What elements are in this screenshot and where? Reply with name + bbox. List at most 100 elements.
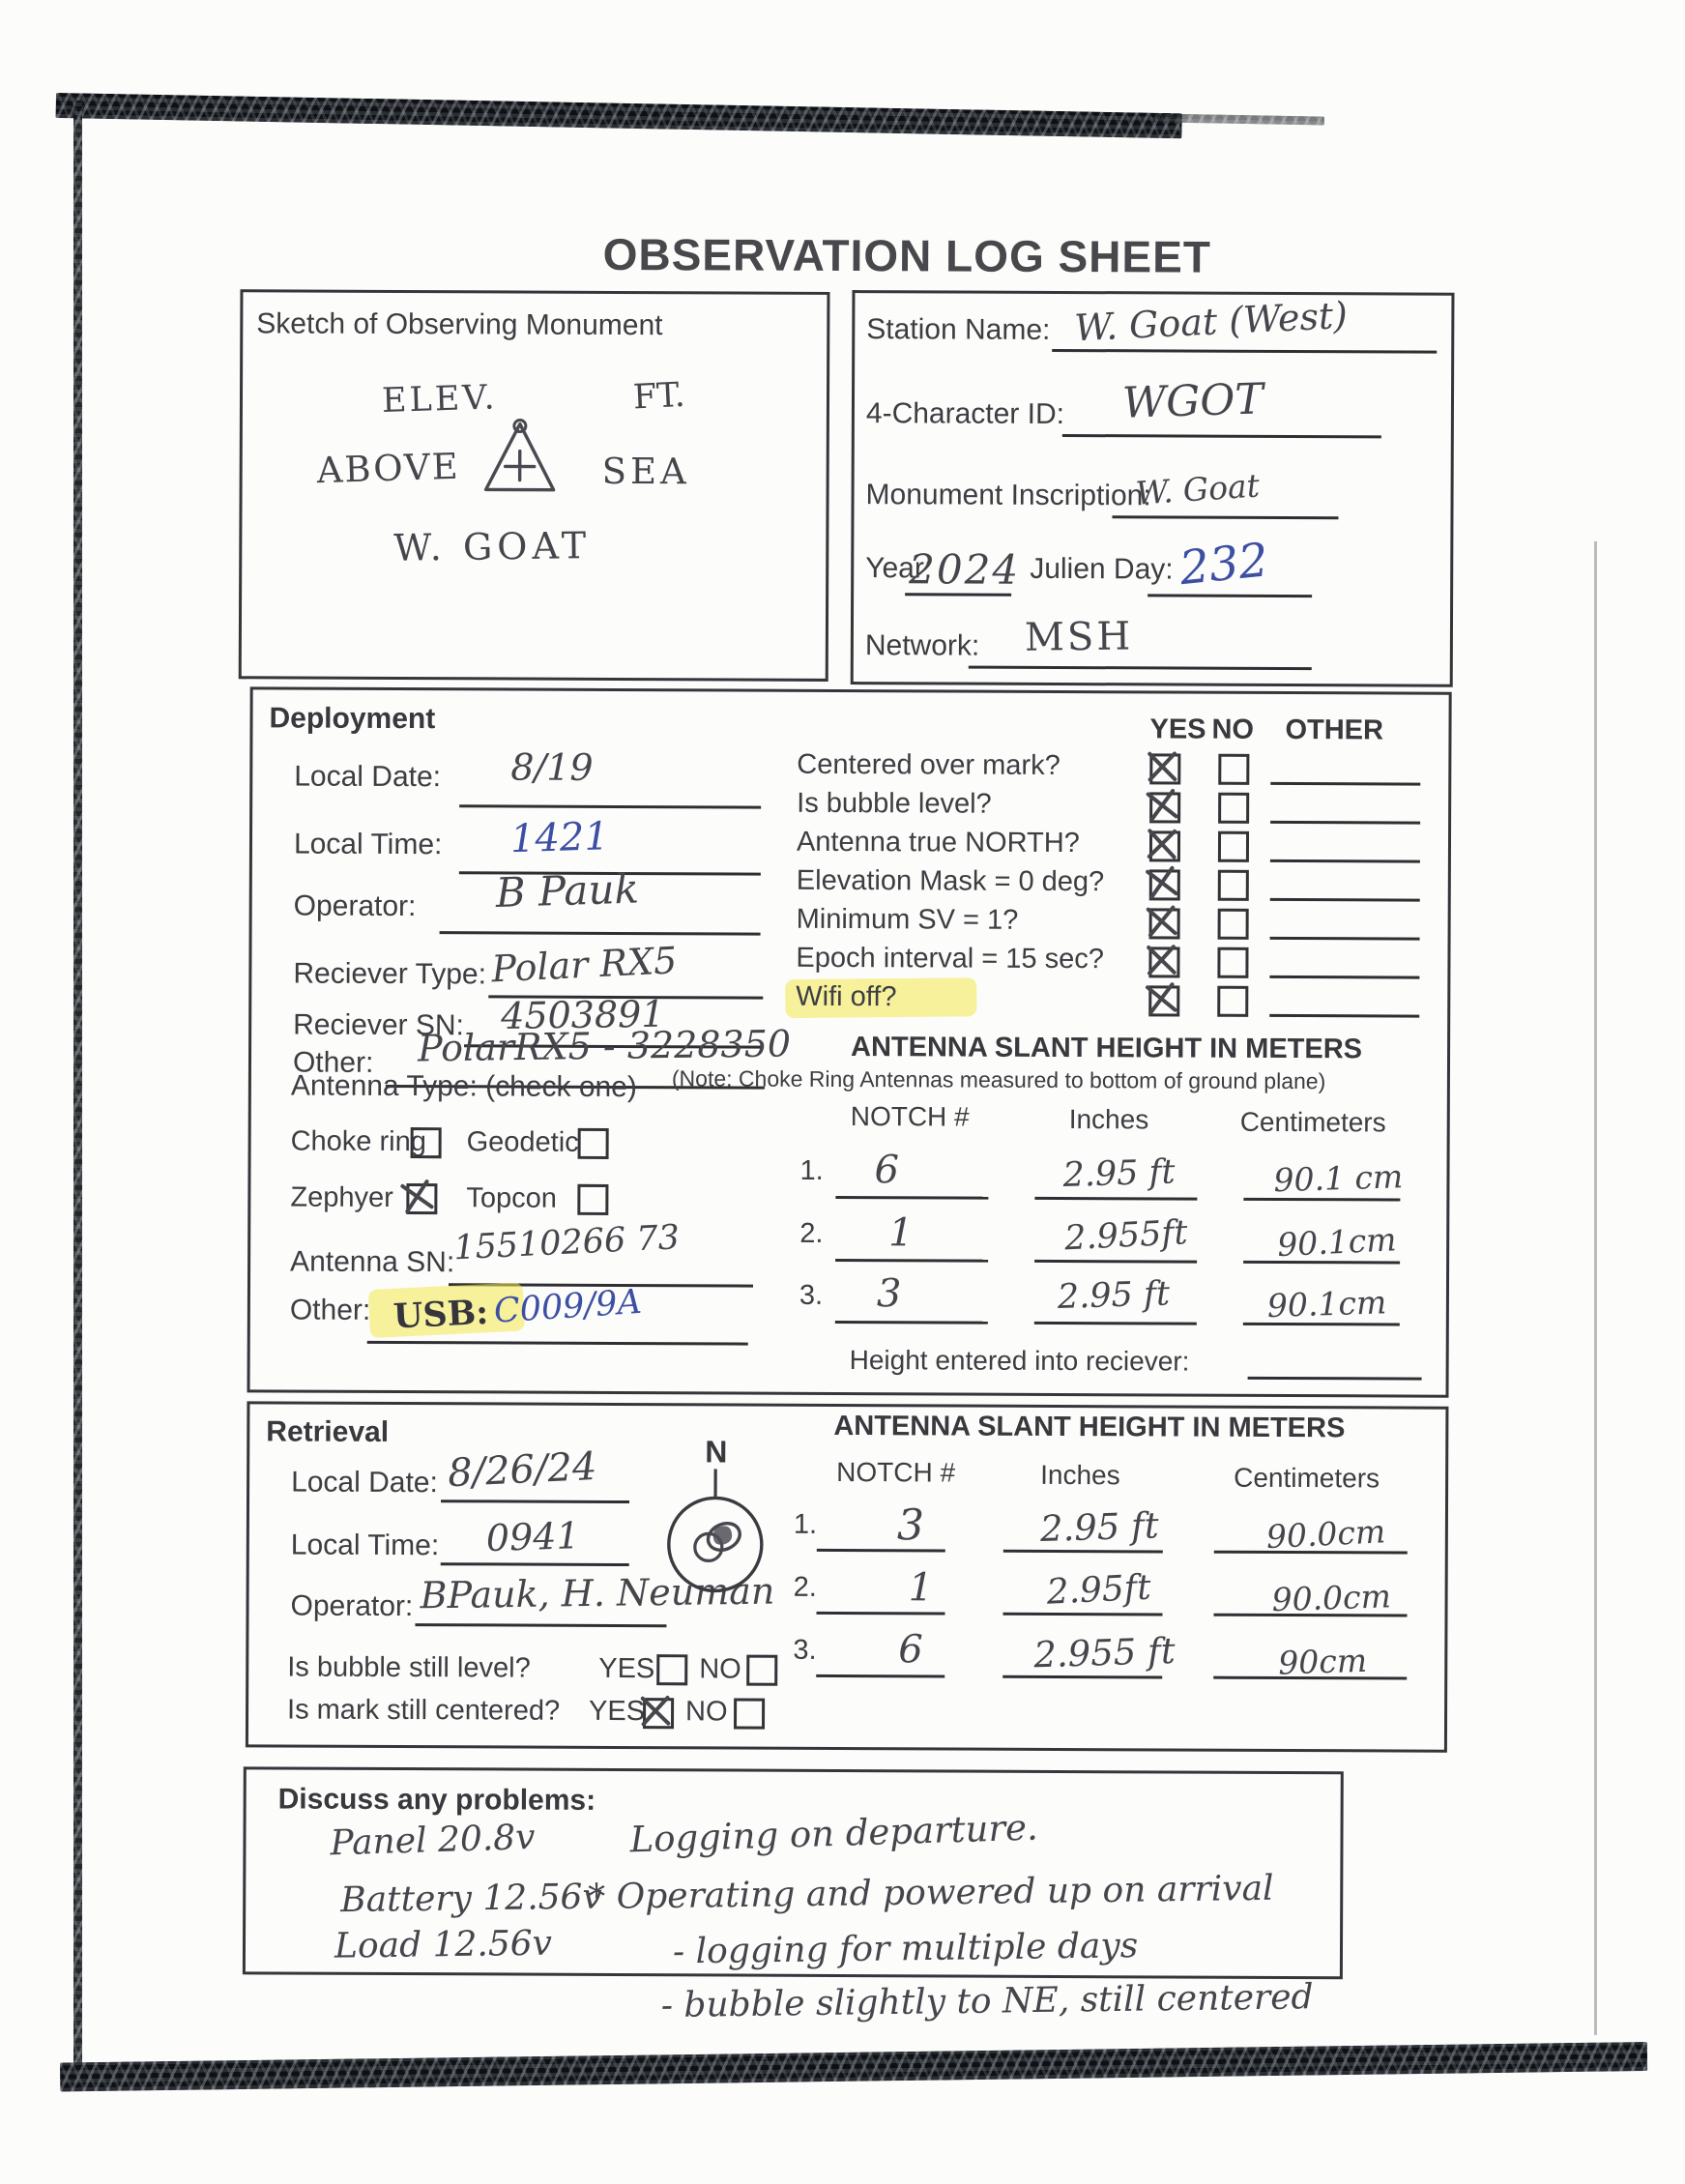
dep-local-time-value: 1421	[509, 817, 609, 859]
check-x-icon	[640, 1694, 671, 1727]
check-x-icon	[1147, 789, 1177, 821]
notch-line	[817, 1549, 945, 1553]
antenna-type-label: Antenna Type: (check one)	[291, 1071, 637, 1103]
no-checkbox	[1218, 909, 1249, 940]
no-checkbox	[1218, 754, 1249, 785]
check-x-icon	[1147, 944, 1177, 976]
problems-note-4: - bubble slightly to NE, still centered	[661, 1980, 1314, 2024]
problems-load: Load 12.56v	[334, 1927, 552, 1965]
antenna-option-zephyer: Zephyer	[290, 1183, 393, 1213]
notch-line	[817, 1612, 945, 1616]
char-id-label: 4-Character ID:	[866, 398, 1064, 429]
notch-value: 1	[888, 1213, 914, 1252]
notch-header: NOTCH #	[851, 1102, 970, 1131]
cm-value: 90cm	[1278, 1645, 1368, 1679]
usb-value: C009/9A	[493, 1286, 643, 1329]
sketch-elev: ELEV.	[381, 381, 498, 419]
cm-value: 90.1cm	[1276, 1223, 1397, 1261]
dep-local-time-label: Local Time:	[294, 830, 443, 860]
question-label: Minimum SV = 1?	[797, 905, 1019, 935]
cm-header: Centimeters	[1240, 1108, 1386, 1137]
usb-label: USB:	[392, 1296, 489, 1334]
row-num: 1.	[794, 1510, 817, 1540]
sketch-sea: SEA	[602, 453, 690, 489]
check-x-icon	[1148, 905, 1177, 936]
question-label: Antenna true NORTH?	[797, 828, 1080, 859]
dep-receiver-type-label: Reciever Type:	[293, 959, 486, 990]
row-num: 1.	[799, 1156, 823, 1186]
topcon-checkbox	[577, 1184, 608, 1215]
problems-header: Discuss any problems:	[278, 1784, 596, 1816]
cm-value: 90.1 cm	[1273, 1160, 1404, 1196]
cm-value: 90.1cm	[1266, 1286, 1386, 1322]
inches-value: 2.95 ft	[1062, 1155, 1176, 1193]
height-entered-label: Height entered into reciever:	[850, 1346, 1190, 1376]
cm-value: 90.0cm	[1271, 1580, 1391, 1616]
inches-value: 2.95 ft	[1039, 1507, 1159, 1547]
sketch-name: W. GOAT	[393, 527, 591, 567]
retrieval-header: Retrieval	[266, 1416, 389, 1447]
bubble-no-label: NO	[699, 1654, 741, 1684]
ret-slant-title: ANTENNA SLANT HEIGHT IN METERS	[833, 1412, 1345, 1443]
compass-north-label: N	[705, 1436, 727, 1469]
question-label: Wifi off?	[796, 982, 896, 1012]
julien-day-value: 232	[1177, 537, 1270, 592]
no-checkbox	[1218, 793, 1249, 824]
inches-value: 2.955ft	[1063, 1216, 1188, 1256]
problems-note-2: * Operating and powered up on arrival	[588, 1872, 1274, 1915]
ret-local-date-label: Local Date:	[291, 1468, 438, 1499]
check-x-icon	[1146, 827, 1177, 860]
ret-cm-header: Centimeters	[1234, 1464, 1380, 1493]
dep-receiver-type-value: Polar RX5	[491, 942, 678, 987]
ret-local-time-value: 0941	[485, 1517, 580, 1557]
no-checkbox	[1218, 870, 1249, 901]
notch-value: 6	[874, 1150, 899, 1189]
station-name-label: Station Name:	[866, 314, 1050, 345]
dep-local-date-label: Local Date:	[294, 762, 441, 793]
check-x-icon	[401, 1179, 433, 1213]
notch-value: 3	[877, 1274, 902, 1313]
bubble-yes-label: YES	[598, 1654, 654, 1684]
antenna-option-geodetic: Geodetic	[467, 1127, 579, 1157]
dep-other-value: PolarRX5 - 3228350	[418, 1025, 791, 1066]
question-label: Centered over mark?	[797, 750, 1060, 781]
sketch-above: ABOVE	[316, 449, 460, 489]
compass-sketch-icon	[660, 1467, 773, 1597]
notch-value: 6	[898, 1630, 923, 1669]
inches-value: 2.955 ft	[1033, 1633, 1176, 1673]
bubble-still-level-label: Is bubble still level?	[287, 1653, 531, 1684]
check-x-icon	[1147, 982, 1177, 1014]
antenna-option-topcon: Topcon	[466, 1183, 557, 1213]
mark-yes-label: YES	[589, 1697, 645, 1727]
notch-line	[816, 1674, 944, 1678]
question-label: Is bubble level?	[797, 789, 992, 819]
ret-local-date-value: 8/26/24	[447, 1447, 597, 1493]
bubble-yes-checkbox	[656, 1654, 687, 1685]
dep-operator-label: Operator:	[294, 891, 417, 922]
ret-inches-header: Inches	[1040, 1461, 1120, 1490]
notch-value: 3	[897, 1504, 924, 1547]
row-num: 3.	[793, 1636, 816, 1666]
row-num: 2.	[794, 1573, 817, 1603]
problems-panel: Panel 20.8v	[330, 1820, 536, 1861]
ret-notch-header: NOTCH #	[836, 1458, 955, 1487]
yes-header: YES	[1149, 714, 1206, 744]
question-label: Elevation Mask = 0 deg?	[797, 866, 1105, 897]
row-num: 2.	[799, 1219, 823, 1249]
mark-no-label: NO	[685, 1697, 728, 1727]
cm-value: 90.0cm	[1265, 1515, 1386, 1553]
year-value: 2024	[909, 549, 1020, 591]
antenna-sn-label: Antenna SN:	[290, 1247, 454, 1278]
mark-still-centered-label: Is mark still centered?	[287, 1696, 560, 1727]
network-label: Network:	[865, 630, 979, 661]
problems-note-3: - logging for multiple days	[673, 1929, 1139, 1969]
char-id-value: WGOT	[1121, 378, 1264, 424]
no-header: NO	[1211, 715, 1254, 745]
choke-ring-checkbox	[411, 1127, 442, 1158]
inscription-value: W. Goat	[1135, 469, 1261, 509]
geodetic-checkbox	[578, 1128, 609, 1159]
question-label: Epoch interval = 15 sec?	[796, 944, 1104, 975]
notch-value: 1	[909, 1568, 934, 1607]
dep-other2-label: Other:	[290, 1296, 371, 1326]
